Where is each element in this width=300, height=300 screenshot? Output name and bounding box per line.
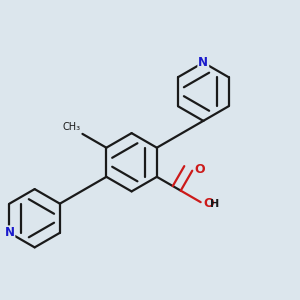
Text: O: O (195, 163, 205, 176)
Text: N: N (4, 226, 14, 239)
Text: H: H (211, 199, 220, 209)
Text: N: N (198, 56, 208, 69)
Text: O: O (203, 197, 214, 210)
Text: CH₃: CH₃ (63, 122, 81, 132)
